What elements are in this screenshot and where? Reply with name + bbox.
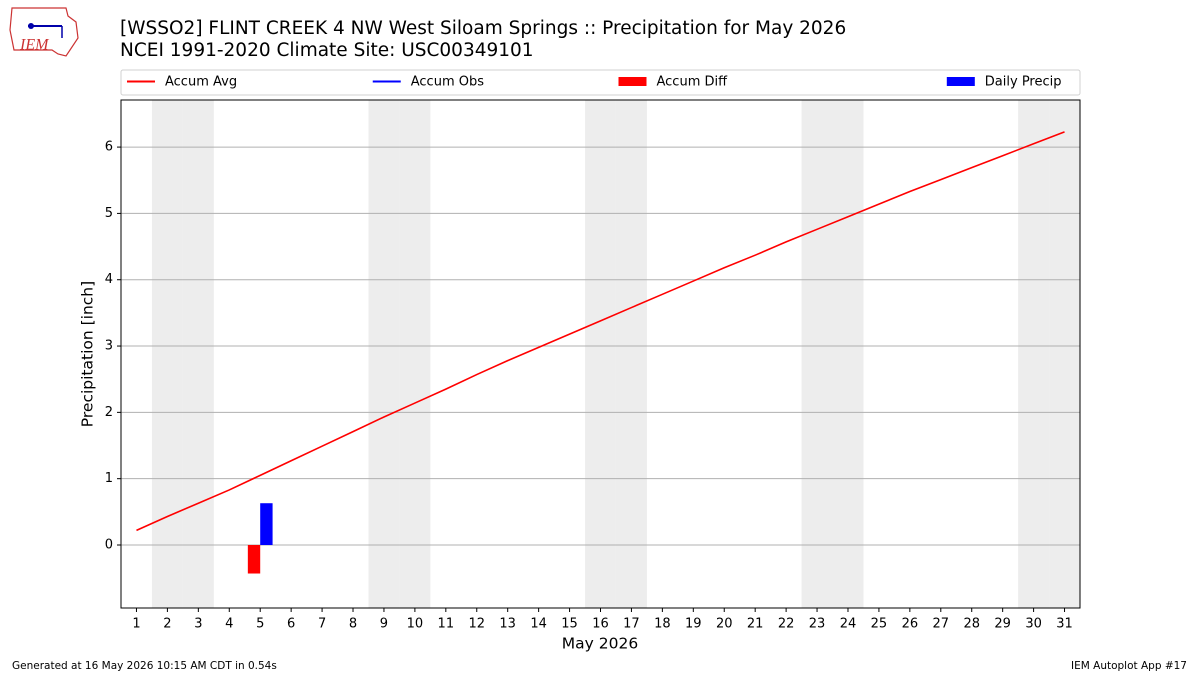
footer-left: Generated at 16 May 2026 10:15 AM CDT in…	[12, 660, 277, 672]
x-tick-label: 6	[287, 617, 295, 632]
y-tick-label: 5	[105, 206, 113, 221]
y-tick-label: 0	[105, 537, 113, 552]
legend-swatch	[618, 77, 647, 86]
weekend-shade	[399, 100, 431, 608]
x-tick-label: 12	[468, 617, 485, 632]
legend-swatch	[946, 77, 975, 86]
x-tick-label: 17	[623, 617, 640, 632]
weekend-shade	[615, 100, 647, 608]
x-tick-label: 29	[994, 617, 1011, 632]
plot-frame	[120, 99, 1081, 609]
x-tick-label: 15	[561, 617, 578, 632]
x-tick-label: 18	[654, 617, 671, 632]
legend-box	[120, 69, 1081, 96]
legend-label: Daily Precip	[985, 75, 1062, 90]
x-tick-label: 23	[809, 617, 826, 632]
x-tick-label: 3	[194, 617, 202, 632]
y-tick-label: 2	[105, 405, 113, 420]
x-tick-label: 31	[1056, 617, 1073, 632]
x-tick-label: 13	[499, 617, 516, 632]
y-tick-label: 4	[105, 272, 113, 287]
x-axis-label: May 2026	[562, 635, 638, 653]
x-tick-label: 22	[778, 617, 795, 632]
y-tick-label: 3	[105, 339, 113, 354]
weekend-shade	[1018, 100, 1050, 608]
x-tick-label: 16	[592, 617, 609, 632]
weekend-shade	[368, 100, 400, 608]
x-tick-label: 10	[407, 617, 424, 632]
weekend-shade	[1049, 100, 1080, 608]
x-tick-label: 2	[163, 617, 171, 632]
x-tick-label: 21	[747, 617, 764, 632]
x-tick-label: 11	[438, 617, 455, 632]
x-tick-label: 4	[225, 617, 233, 632]
x-tick-label: 26	[902, 617, 919, 632]
legend-label: Accum Obs	[411, 75, 484, 90]
weekend-shade	[182, 100, 214, 608]
bar	[247, 544, 261, 574]
weekend-shade	[585, 100, 616, 608]
weekend-shade	[832, 100, 864, 608]
x-tick-label: 19	[685, 617, 702, 632]
x-tick-label: 20	[716, 617, 733, 632]
y-tick-label: 6	[105, 140, 113, 155]
y-tick-label: 1	[105, 471, 113, 486]
logo-text: IEM	[19, 37, 50, 54]
series-line	[136, 131, 1065, 532]
x-tick-label: 24	[840, 617, 857, 632]
weekend-shade	[801, 100, 833, 608]
x-tick-label: 1	[132, 617, 140, 632]
legend-label: Accum Avg	[165, 75, 237, 90]
y-axis-label: Precipitation [inch]	[79, 281, 97, 427]
x-tick-label: 30	[1025, 617, 1042, 632]
chart-subtitle: NCEI 1991-2020 Climate Site: USC00349101	[120, 40, 534, 61]
x-tick-label: 25	[871, 617, 888, 632]
x-tick-label: 7	[318, 617, 326, 632]
chart-title: [WSSO2] FLINT CREEK 4 NW West Siloam Spr…	[120, 18, 846, 39]
x-tick-label: 28	[963, 617, 980, 632]
x-tick-label: 27	[933, 617, 950, 632]
x-tick-label: 8	[349, 617, 357, 632]
x-tick-label: 9	[380, 617, 388, 632]
logo: IEM	[9, 7, 79, 57]
weekend-shade	[151, 100, 183, 608]
bar	[260, 503, 273, 545]
legend-label: Accum Diff	[657, 75, 729, 90]
x-tick-label: 5	[256, 617, 264, 632]
footer-right: IEM Autoplot App #17	[1071, 660, 1187, 672]
x-tick-label: 14	[530, 617, 547, 632]
